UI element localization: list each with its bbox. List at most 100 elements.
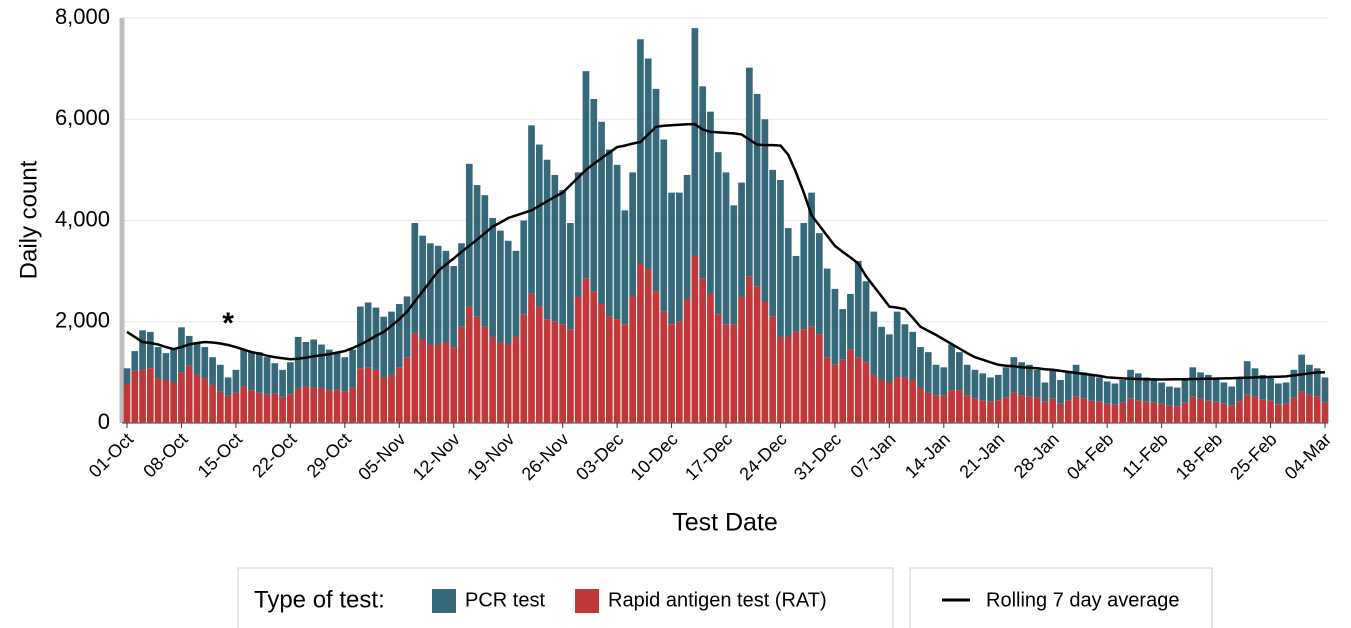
bar [162,353,170,380]
bar [1236,401,1243,423]
bar [154,378,162,423]
bar [217,364,224,392]
bar [683,174,691,299]
bar [551,321,559,423]
bar [349,349,356,388]
bar [769,169,777,317]
bar [302,386,310,423]
bar [971,398,979,423]
bar [924,392,932,423]
bar [691,255,699,423]
x-tick-label: 18-Feb [1172,429,1226,483]
bar [1002,397,1010,423]
bar [333,353,341,390]
bar [769,316,777,423]
bar [605,316,613,423]
x-tick-label: 29-Oct [303,429,355,481]
bar [333,389,341,423]
bar [1197,372,1204,399]
bar [481,326,489,423]
legend-label: Rolling 7 day average [986,589,1179,611]
bar [1220,382,1228,404]
bar [380,377,388,423]
bar [178,372,185,423]
bar [395,367,403,423]
bar [419,235,426,340]
y-tick-label: 8,000 [55,4,110,29]
bar [255,352,263,393]
bar [185,335,193,366]
x-tick-label: 07-Jan [846,429,899,482]
bar [201,347,209,379]
bar [784,228,792,337]
bar [761,301,769,423]
x-tick-label: 22-Oct [248,429,300,481]
average-line [126,123,1325,381]
bar [660,139,668,312]
bar [878,379,885,423]
bar [792,331,800,423]
bar [209,385,216,423]
bar [341,391,349,423]
x-tick-label: 03-Dec [572,429,627,484]
bar [652,88,660,292]
bar [901,377,909,423]
bar [598,121,605,305]
bar [341,357,349,392]
bar [1236,377,1243,402]
bar [1049,398,1057,423]
x-tick-label: 19-Nov [463,429,518,484]
bar [123,368,131,385]
bar [1026,364,1033,397]
x-tick-label: 17-Dec [681,429,736,484]
bar [403,357,411,423]
bar [621,324,629,423]
bar [294,388,302,423]
bar [987,377,994,402]
bar [162,379,170,423]
bar [1127,398,1134,423]
bar [1290,397,1298,423]
bar [707,293,714,423]
bar [917,347,924,388]
bar [146,368,154,423]
bar [1189,396,1197,423]
bar [442,342,450,423]
bar [512,250,520,337]
bar [761,119,769,302]
bar [271,393,279,423]
bar [714,314,722,423]
bar [1064,372,1072,401]
bar [1306,394,1313,423]
legend-box [909,567,1213,628]
bar [1290,369,1298,398]
bar [1158,382,1165,404]
bar [567,329,574,423]
bar [1267,376,1274,401]
bar [1134,400,1142,423]
bar [255,392,263,423]
x-tick-label: 15-Oct [194,429,246,481]
bar [201,378,209,423]
bar [240,349,248,387]
bar [458,326,465,423]
bar [1313,396,1321,423]
x-tick-label: 04-Mar [1281,429,1335,483]
bar [372,307,380,370]
bar [559,190,566,325]
bar [154,347,162,379]
bar [318,344,325,388]
x-tick-label: 05-Nov [354,429,409,484]
bar [1127,369,1134,399]
bar [652,291,660,423]
bar [1197,398,1204,423]
bar [271,363,279,394]
bar [878,326,885,380]
bar [753,286,761,423]
bar [497,230,504,342]
bar [917,387,924,423]
x-tick-label: 21-Jan [955,429,1008,482]
y-tick-label: 6,000 [55,105,110,130]
bar [364,302,372,368]
bar [279,369,286,397]
